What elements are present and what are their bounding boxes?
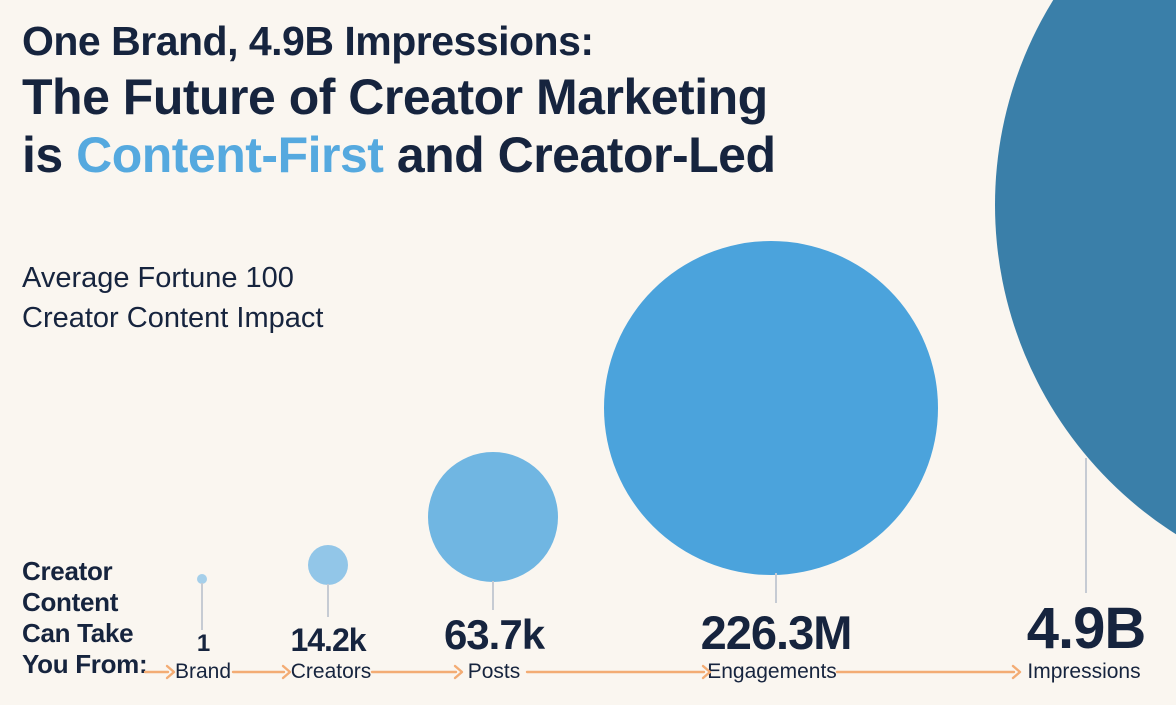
label-creators: Creators	[290, 660, 372, 683]
bubble-posts	[428, 452, 558, 582]
arrow-creators-to-posts-icon	[370, 664, 464, 680]
subtitle-line-1: Average Fortune 100	[22, 262, 294, 294]
title-line-1: One Brand, 4.9B Impressions:	[22, 18, 594, 64]
value-impressions: 4.9B	[1026, 596, 1147, 661]
title-line-2: The Future of Creator Marketing	[22, 69, 768, 125]
stem-brand	[201, 583, 203, 630]
stem-engagements	[775, 573, 777, 603]
bubble-brand	[197, 574, 207, 584]
bubble-engagements	[604, 241, 938, 575]
arrow-engagements-to-impressions-icon	[835, 664, 1022, 680]
arrow-from-lead-icon	[143, 664, 176, 680]
value-engagements: 226.3M	[700, 606, 853, 659]
page-title: One Brand, 4.9B Impressions: The Future …	[22, 14, 776, 184]
lead-line-1: Creator	[22, 556, 113, 586]
lead-line-2: Content	[22, 587, 119, 617]
value-posts: 63.7k	[443, 611, 545, 658]
lead-line-4: You From:	[22, 649, 148, 679]
chart-subtitle: Average Fortune 100 Creator Content Impa…	[22, 258, 323, 338]
bubble-creators	[308, 545, 348, 585]
title-line-3-suffix: and Creator-Led	[383, 127, 776, 183]
stem-impressions	[1085, 458, 1087, 593]
value-creators: 14.2k	[290, 622, 366, 658]
lead-line-3: Can Take	[22, 618, 134, 648]
title-line-3: is Content-First and Creator-Led	[22, 126, 776, 184]
arrow-posts-to-engagements-icon	[525, 664, 712, 680]
lead-text: Creator Content Can Take You From:	[22, 556, 148, 680]
label-engagements: Engagements	[707, 660, 837, 683]
subtitle-line-2: Creator Content Impact	[22, 302, 324, 334]
title-line-3-prefix: is	[22, 127, 77, 183]
arrow-brand-to-creators-icon	[231, 664, 292, 680]
label-impressions: Impressions	[1027, 660, 1141, 683]
label-brand: Brand	[174, 660, 232, 683]
stem-creators	[327, 584, 329, 617]
title-highlight: Content-First	[76, 127, 384, 183]
stem-posts	[492, 581, 494, 610]
value-brand: 1	[196, 630, 210, 657]
label-posts: Posts	[467, 660, 521, 683]
